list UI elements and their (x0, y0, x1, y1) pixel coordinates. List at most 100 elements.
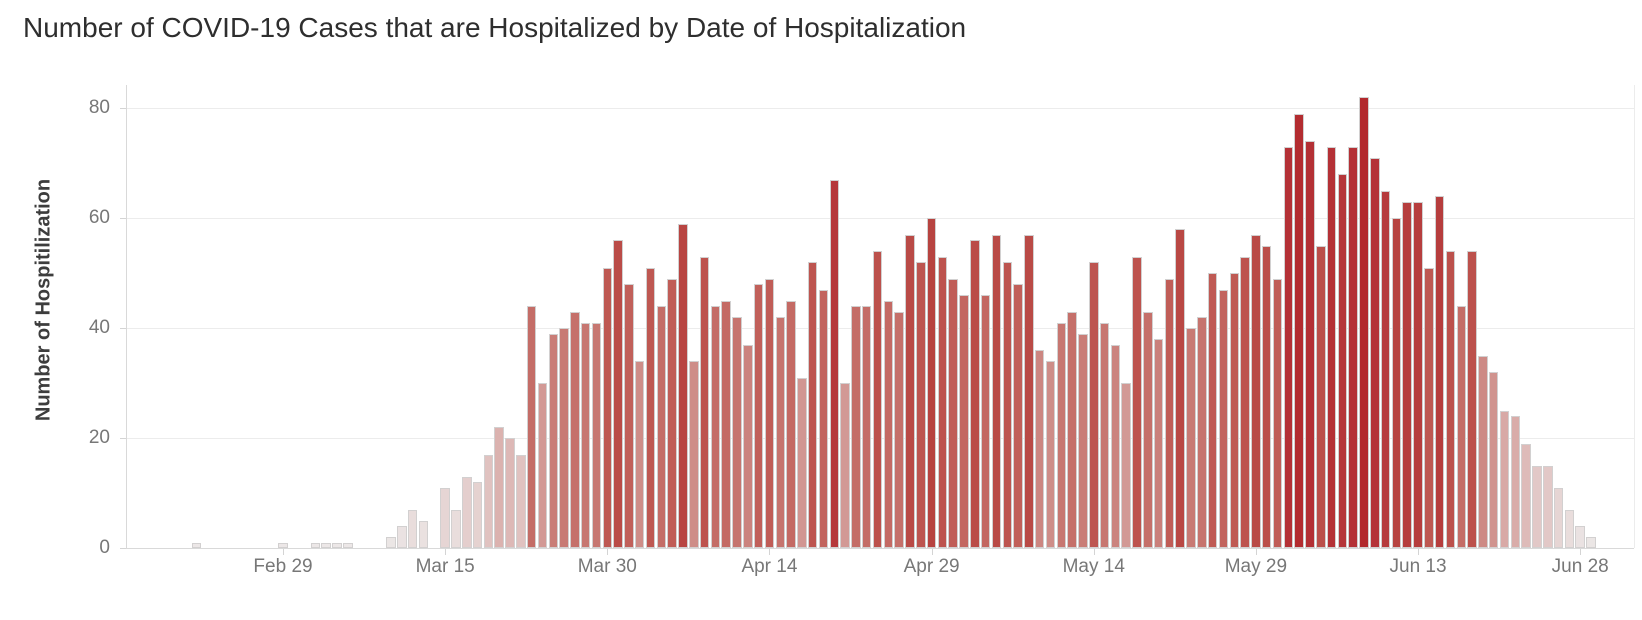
bar[interactable] (1121, 383, 1131, 548)
bar[interactable] (699, 256, 710, 548)
bar[interactable] (1586, 537, 1596, 548)
bar[interactable] (1467, 251, 1477, 548)
bar[interactable] (1218, 289, 1229, 548)
bar[interactable] (1099, 322, 1110, 548)
bar[interactable] (883, 300, 894, 548)
bar[interactable] (494, 427, 504, 548)
bar[interactable] (721, 300, 731, 548)
bar[interactable] (483, 454, 494, 548)
bar[interactable] (710, 306, 721, 548)
bar[interactable] (526, 306, 537, 548)
bar[interactable] (1197, 317, 1207, 548)
bar[interactable] (472, 482, 483, 548)
bar[interactable] (743, 344, 753, 548)
bar[interactable] (570, 311, 580, 548)
bar[interactable] (1380, 190, 1391, 548)
bar[interactable] (407, 509, 418, 548)
bar[interactable] (321, 542, 331, 548)
bar[interactable] (1110, 344, 1121, 548)
bar[interactable] (386, 537, 396, 548)
bar[interactable] (1575, 526, 1585, 548)
bar[interactable] (537, 383, 548, 548)
bar[interactable] (1445, 251, 1456, 548)
bar[interactable] (332, 542, 342, 548)
bar[interactable] (1272, 278, 1283, 548)
bar[interactable] (926, 218, 937, 548)
bar[interactable] (1543, 465, 1553, 548)
bar[interactable] (1132, 256, 1142, 548)
bar[interactable] (732, 317, 742, 548)
bar[interactable] (916, 262, 926, 548)
bar[interactable] (1002, 262, 1013, 548)
bar[interactable] (775, 317, 785, 548)
bar[interactable] (656, 306, 667, 548)
bar[interactable] (1337, 174, 1348, 548)
bar[interactable] (678, 223, 688, 548)
bar[interactable] (840, 383, 850, 548)
bar[interactable] (278, 542, 288, 548)
bar[interactable] (689, 361, 699, 548)
bar[interactable] (591, 322, 602, 548)
bar[interactable] (1045, 361, 1056, 548)
bar[interactable] (764, 278, 775, 548)
bar[interactable] (1348, 146, 1358, 548)
bar[interactable] (1067, 311, 1077, 548)
bar[interactable] (1326, 146, 1337, 548)
bar[interactable] (1316, 245, 1326, 548)
bar[interactable] (1553, 487, 1564, 548)
bar[interactable] (1056, 322, 1067, 548)
bar[interactable] (948, 278, 958, 548)
bar[interactable] (1261, 245, 1272, 548)
bar[interactable] (1499, 410, 1510, 548)
bar[interactable] (851, 306, 861, 548)
bar[interactable] (1434, 196, 1445, 548)
bar[interactable] (818, 289, 829, 548)
bar[interactable] (645, 267, 656, 548)
bar[interactable] (516, 454, 526, 548)
bar[interactable] (505, 438, 515, 548)
bar[interactable] (602, 267, 613, 548)
bar[interactable] (451, 509, 461, 548)
bar[interactable] (894, 311, 904, 548)
bar[interactable] (1078, 333, 1088, 548)
bar[interactable] (1532, 465, 1542, 548)
bar[interactable] (1359, 97, 1369, 548)
bar[interactable] (1402, 201, 1412, 548)
bar[interactable] (1521, 443, 1531, 548)
bar[interactable] (1564, 509, 1575, 548)
bar[interactable] (1391, 218, 1402, 548)
bar[interactable] (634, 361, 645, 548)
bar[interactable] (797, 377, 807, 548)
bar[interactable] (1413, 201, 1423, 548)
bar[interactable] (191, 542, 202, 548)
bar[interactable] (829, 179, 840, 548)
bar[interactable] (1024, 234, 1034, 548)
bar[interactable] (1305, 141, 1315, 548)
bar[interactable] (980, 295, 991, 548)
bar[interactable] (462, 476, 472, 548)
bar[interactable] (807, 262, 818, 548)
bar[interactable] (343, 542, 353, 548)
bar[interactable] (905, 234, 915, 548)
bar[interactable] (440, 487, 450, 548)
bar[interactable] (959, 295, 969, 548)
bar[interactable] (1164, 278, 1175, 548)
bar[interactable] (1013, 284, 1023, 548)
bar[interactable] (397, 526, 407, 548)
bar[interactable] (559, 328, 569, 548)
bar[interactable] (937, 256, 948, 548)
bar[interactable] (1229, 273, 1240, 548)
bar[interactable] (872, 251, 883, 548)
bar[interactable] (753, 284, 764, 548)
bar[interactable] (624, 284, 634, 548)
bar[interactable] (991, 234, 1002, 548)
bar[interactable] (1153, 339, 1164, 548)
bar[interactable] (1370, 157, 1380, 548)
bar[interactable] (1478, 355, 1488, 548)
bar[interactable] (1283, 146, 1294, 548)
bar[interactable] (1175, 229, 1185, 548)
bar[interactable] (1240, 256, 1250, 548)
bar[interactable] (667, 278, 677, 548)
bar[interactable] (786, 300, 796, 548)
bar[interactable] (1510, 416, 1521, 548)
